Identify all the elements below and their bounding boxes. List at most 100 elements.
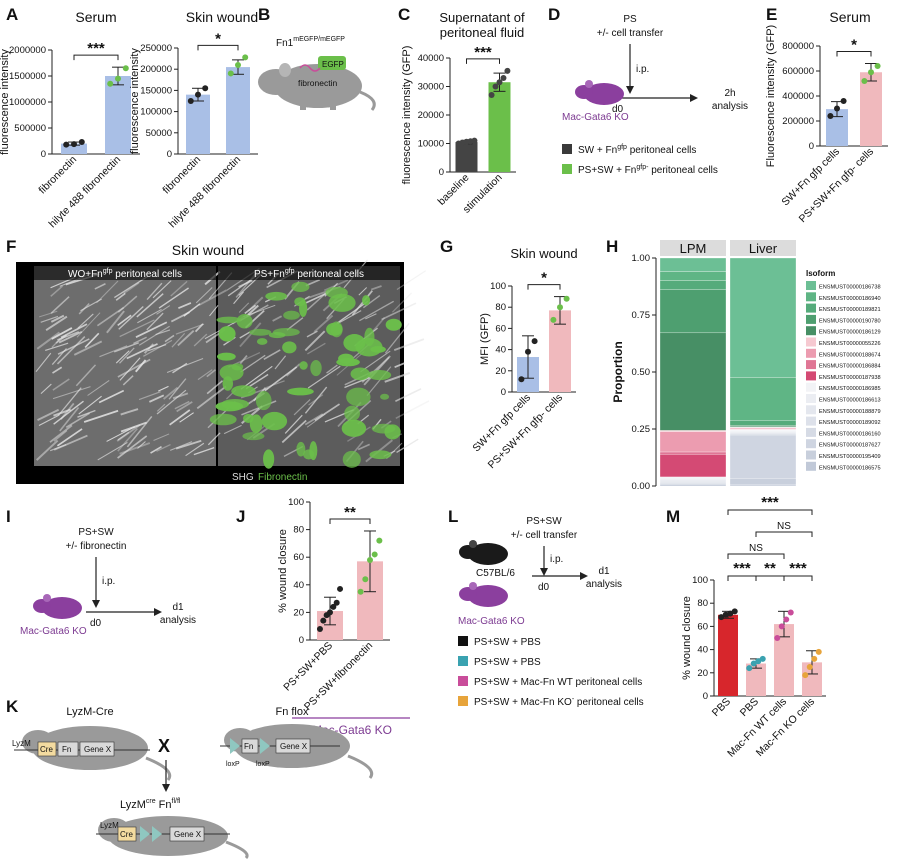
shg-fiber <box>357 443 370 451</box>
data-point <box>227 70 234 77</box>
gfp-signal <box>209 413 237 426</box>
shg-fiber <box>194 323 204 333</box>
gfp-signal <box>215 401 244 412</box>
y-tick-label: 40 <box>495 345 506 356</box>
gfp-signal <box>350 367 370 381</box>
facet-strip <box>660 240 726 256</box>
data-point <box>518 376 525 383</box>
shg-fiber <box>178 302 192 309</box>
shg-fiber <box>156 403 166 412</box>
data-point <box>376 537 383 544</box>
data-point <box>727 610 734 617</box>
panel-letter-I: I <box>6 507 11 526</box>
shg-fiber <box>56 428 83 447</box>
y-tick-label: 60 <box>293 552 304 563</box>
y-tick-label: 80 <box>293 525 304 536</box>
mouse-genotype-label: Fn1mEGFP/mEGFP <box>276 36 345 49</box>
legend-entry: ENSMUST00000186613 <box>819 398 881 404</box>
significance-bracket <box>197 44 239 51</box>
data-point <box>834 105 840 112</box>
gfp-signal <box>231 385 256 397</box>
l-line1: PS+SW <box>526 516 562 527</box>
y-tick-label: 0.75 <box>632 310 651 321</box>
shg-fiber <box>233 291 244 305</box>
legend-entry: ENSMUST00000190780 <box>819 318 881 324</box>
purple-mouse-icon <box>575 80 624 105</box>
legend-swatch <box>806 405 816 415</box>
shg-fiber <box>244 304 257 315</box>
shg-fiber <box>351 290 373 316</box>
panel-letter-C: C <box>398 5 410 24</box>
stack-segment <box>659 289 727 334</box>
data-point <box>840 98 847 104</box>
data-point <box>504 67 511 74</box>
shg-fiber <box>146 312 164 331</box>
k-cre: Cre <box>40 745 53 754</box>
bar <box>488 82 511 172</box>
f-shg-label: SHG <box>232 472 254 483</box>
data-point <box>806 664 813 670</box>
shg-fiber <box>50 296 70 314</box>
y-tick-label: 60 <box>495 323 506 334</box>
bar <box>105 76 131 154</box>
data-point <box>327 609 333 616</box>
legend-swatch <box>806 461 816 471</box>
shg-fiber <box>193 446 215 456</box>
shg-fiber <box>106 310 125 334</box>
stack-segment <box>659 476 727 479</box>
legend-swatch <box>806 382 816 392</box>
stack-segment <box>659 484 727 487</box>
shg-fiber <box>51 327 73 340</box>
panel-letter-A: A <box>6 5 18 24</box>
comparison-bracket <box>755 531 813 537</box>
fibronectin-green-signal <box>209 281 402 469</box>
stack-segment <box>729 377 797 422</box>
fibronectin-label: fibronectin <box>298 78 337 88</box>
legend-entry: ENSMUST00000187938 <box>819 375 881 381</box>
bar <box>455 142 478 172</box>
panel-letter-E: E <box>766 5 777 24</box>
stack-segment <box>659 481 727 483</box>
shg-fiber <box>284 414 303 434</box>
gfp-signal <box>380 393 390 400</box>
data-point <box>371 551 378 558</box>
data-point <box>557 304 563 311</box>
shg-fiber <box>87 380 110 396</box>
stack-segment <box>729 433 797 436</box>
shg-fiber <box>396 438 419 453</box>
facet-label: LPM <box>680 241 707 256</box>
y-tick-label: 0 <box>299 635 304 646</box>
shg-fiber <box>37 408 60 421</box>
gfp-signal <box>310 360 322 377</box>
stack-segment <box>729 431 797 433</box>
legend-entry: ENSMUST00000186884 <box>819 364 881 370</box>
chart-title: Serum <box>829 9 870 25</box>
gfp-signal <box>218 326 236 342</box>
y-tick-label: 40000 <box>418 53 444 64</box>
egfp-label: EGFP <box>322 60 344 69</box>
significance-label: * <box>541 270 547 287</box>
k-lyzm: LyzM <box>12 739 31 748</box>
stack-segment <box>659 271 727 281</box>
shg-fiber <box>197 369 213 381</box>
legend-swatch <box>806 314 816 324</box>
y-tick-label: 10000 <box>418 139 444 150</box>
data-point <box>122 65 129 72</box>
shg-fiber <box>39 310 58 318</box>
data-point <box>242 54 249 61</box>
data-point <box>496 79 503 86</box>
k-fn: Fn <box>62 745 71 754</box>
y-axis-label: MFI (GFP) <box>479 313 491 365</box>
l-legend-2: PS+SW + PBS <box>474 657 541 668</box>
shg-fiber <box>179 412 194 423</box>
chart-skin-wound-mfi-bars: Skin wound 0 20 40 60 80 100 MFI (GFP) SW+Fn gfp… <box>470 246 577 471</box>
y-tick-label: 0.00 <box>632 481 651 492</box>
shg-fiber <box>247 296 264 312</box>
shg-fiber <box>306 290 330 311</box>
y-tick-label: 1500000 <box>9 71 46 82</box>
shg-fiber <box>52 366 63 374</box>
i-out1: d1 <box>172 602 184 613</box>
shg-fiber <box>156 443 171 452</box>
